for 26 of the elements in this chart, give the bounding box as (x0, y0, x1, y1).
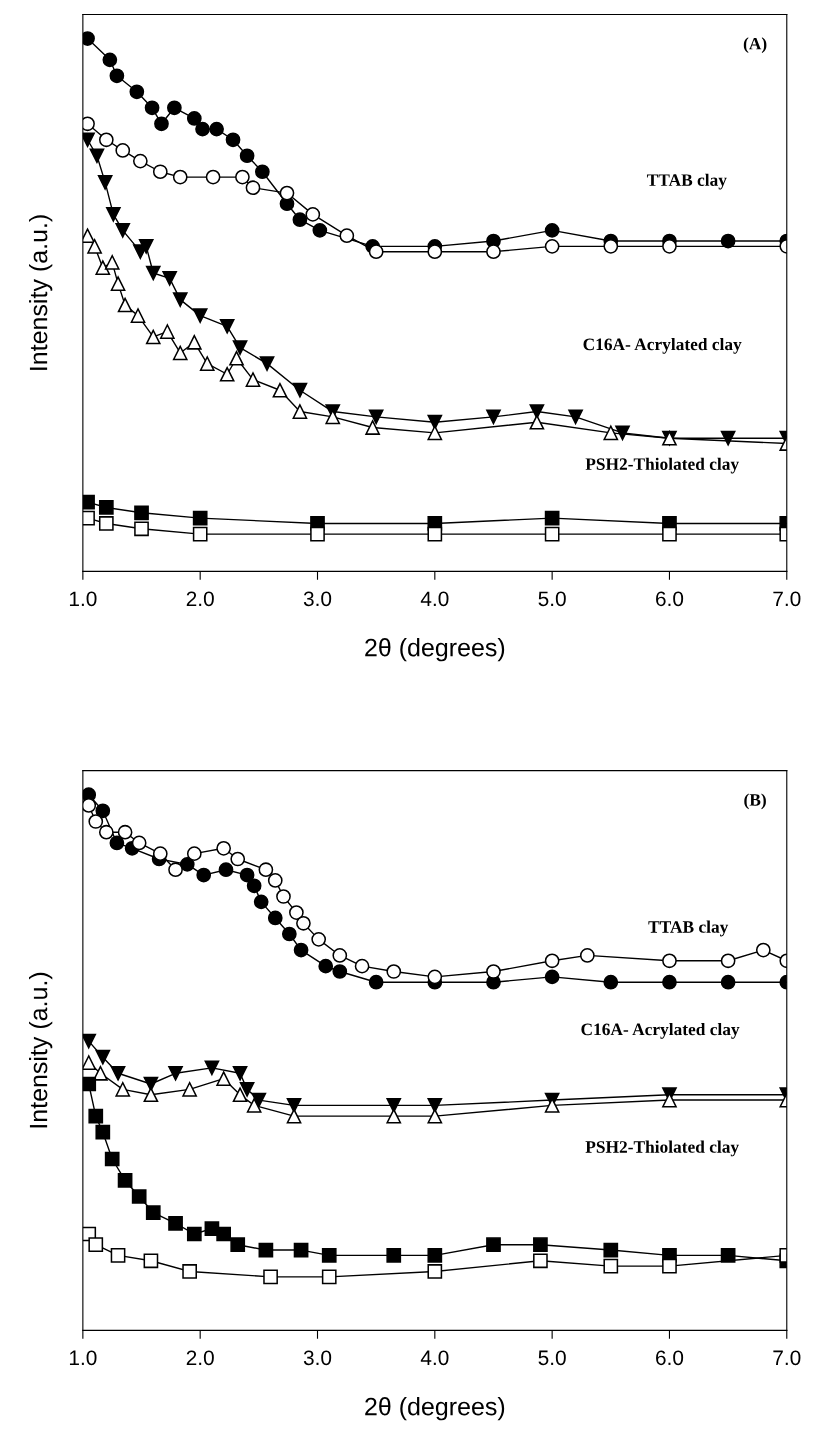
x-tick-label: 3.0 (303, 591, 332, 607)
y-axis-title: Intensity (a.u.) (29, 972, 53, 1128)
x-tick-label: 4.0 (420, 1350, 449, 1366)
annotation: PSH2-Thiolated clay (585, 457, 739, 474)
x-tick-label: 4.0 (420, 591, 449, 607)
x-tick-label: 7.0 (773, 1350, 801, 1366)
x-tick-label: 2.0 (186, 1350, 214, 1366)
annotation: (A) (743, 37, 767, 54)
x-axis-title: 2θ (degrees) (365, 638, 505, 662)
x-tick-label: 7.0 (773, 591, 801, 607)
annotation: TTAB clay (648, 920, 729, 937)
x-tick-label: 1.0 (69, 1350, 97, 1366)
x-tick-label: 2.0 (186, 591, 214, 607)
annotation: C16A- Acrylated clay (583, 337, 742, 354)
annotation: TTAB clay (646, 173, 727, 190)
annotation: PSH2-Thiolated clay (585, 1140, 739, 1157)
y-axis-title: Intensity (a.u.) (29, 215, 53, 370)
x-tick-label: 5.0 (538, 1350, 566, 1366)
annotation: (B) (744, 793, 766, 810)
x-tick-label: 5.0 (538, 591, 566, 607)
x-tick-label: 3.0 (303, 1350, 332, 1366)
x-tick-label: 1.0 (69, 591, 97, 607)
x-tick-label: 6.0 (656, 1350, 684, 1366)
x-axis-title: 2θ (degrees) (365, 1397, 505, 1421)
annotation: C16A- Acrylated clay (581, 1023, 740, 1039)
x-tick-label: 6.0 (656, 591, 684, 607)
